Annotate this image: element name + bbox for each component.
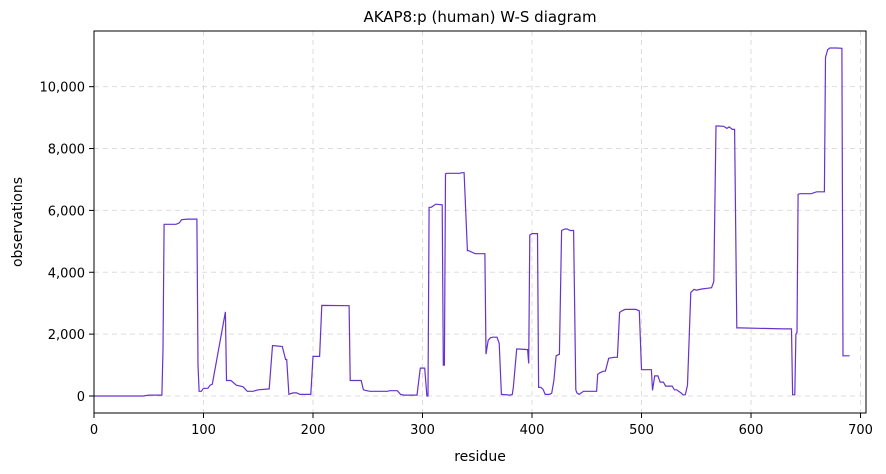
x-tick-label: 0 bbox=[90, 423, 98, 438]
y-tick-label: 0 bbox=[77, 390, 85, 405]
y-tick-label: 6,000 bbox=[48, 204, 85, 219]
chart-title: AKAP8:p (human) W-S diagram bbox=[363, 8, 596, 26]
ticks: 0 100 200 300 400 500 600 700 0 2,000 4,000 6,000 8,… bbox=[40, 81, 873, 438]
x-tick-label: 400 bbox=[520, 423, 545, 438]
y-axis-label: observations bbox=[10, 177, 26, 267]
x-tick-label: 300 bbox=[410, 423, 435, 438]
x-axis-label: residue bbox=[454, 449, 506, 465]
grid bbox=[93, 31, 866, 413]
x-tick-label: 500 bbox=[629, 423, 654, 438]
y-tick-label: 8,000 bbox=[48, 143, 85, 158]
y-tick-label: 4,000 bbox=[48, 266, 85, 281]
x-tick-label: 200 bbox=[301, 423, 326, 438]
y-tick-label: 10,000 bbox=[40, 81, 86, 96]
x-tick-label: 100 bbox=[191, 423, 216, 438]
x-tick-label: 700 bbox=[848, 423, 873, 438]
x-tick-label: 600 bbox=[739, 423, 764, 438]
plot-frame bbox=[93, 30, 867, 414]
data-line bbox=[94, 47, 850, 397]
y-tick-label: 2,000 bbox=[48, 328, 85, 343]
